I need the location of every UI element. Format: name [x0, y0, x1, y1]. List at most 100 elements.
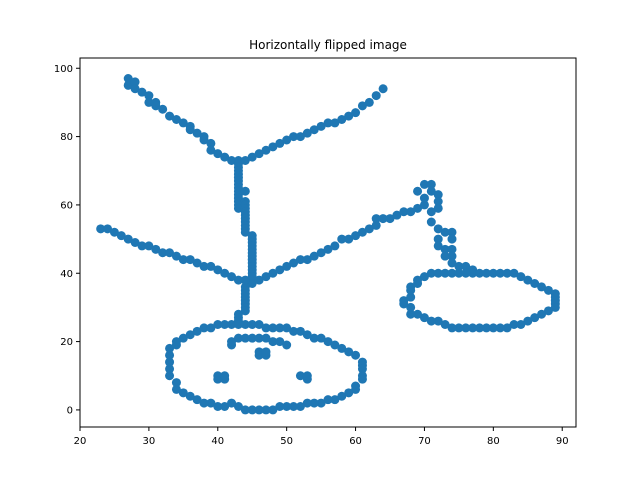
data-point	[309, 251, 319, 261]
data-point	[433, 268, 443, 278]
data-point	[406, 302, 416, 312]
data-point	[282, 135, 292, 145]
data-point	[399, 296, 409, 306]
data-point	[468, 323, 478, 333]
data-point	[419, 200, 429, 210]
x-tick-label: 60	[349, 436, 362, 447]
data-point	[261, 347, 271, 357]
data-point	[495, 268, 505, 278]
data-point	[220, 268, 230, 278]
data-point	[488, 268, 498, 278]
data-point	[330, 340, 340, 350]
plot-frame	[79, 57, 577, 428]
data-point	[268, 323, 278, 333]
data-point	[289, 258, 299, 268]
data-point	[206, 138, 216, 148]
data-point	[309, 125, 319, 135]
data-point	[323, 395, 333, 405]
data-point	[220, 371, 230, 381]
data-point	[523, 316, 533, 326]
data-point	[165, 371, 175, 381]
data-point	[440, 227, 450, 237]
data-point	[254, 149, 264, 159]
data-point	[206, 145, 216, 155]
data-point	[261, 405, 271, 415]
data-point	[103, 224, 113, 234]
data-point	[426, 186, 436, 196]
data-point	[378, 84, 388, 94]
data-point	[227, 156, 237, 165]
data-point	[254, 333, 264, 343]
data-point	[109, 227, 119, 237]
data-point	[447, 234, 457, 244]
data-point	[337, 391, 347, 401]
data-point	[316, 121, 326, 131]
data-point	[495, 323, 505, 333]
data-point	[206, 261, 216, 271]
data-point	[502, 268, 512, 278]
data-point	[440, 251, 450, 261]
data-point	[289, 326, 299, 336]
data-point	[413, 203, 423, 213]
data-point	[254, 350, 264, 360]
data-point	[247, 279, 257, 288]
data-point	[344, 111, 354, 121]
data-point	[192, 326, 202, 336]
data-point	[351, 384, 361, 394]
y-tick-label: 0	[67, 405, 73, 416]
data-point	[406, 292, 416, 302]
data-point	[357, 364, 367, 374]
data-point	[96, 224, 106, 234]
data-point	[282, 323, 292, 333]
data-point	[233, 275, 243, 285]
data-point	[454, 261, 464, 271]
data-point	[185, 255, 195, 265]
x-tick-label: 80	[487, 436, 500, 447]
data-point	[247, 333, 257, 343]
data-point	[220, 402, 230, 411]
data-point	[468, 268, 478, 278]
data-point	[254, 275, 264, 285]
data-point	[171, 115, 181, 124]
data-point	[302, 255, 312, 265]
x-tick-label: 30	[143, 436, 156, 447]
data-point	[530, 279, 540, 288]
data-point	[137, 241, 147, 251]
data-point	[295, 402, 305, 411]
data-point	[123, 80, 133, 90]
data-point	[433, 316, 443, 326]
data-point	[475, 268, 485, 278]
data-point	[261, 145, 271, 155]
data-point	[433, 234, 443, 244]
data-point	[165, 357, 175, 367]
data-point	[419, 179, 429, 189]
data-point	[413, 309, 423, 319]
data-point	[371, 220, 381, 230]
data-point	[185, 330, 195, 340]
data-point	[433, 203, 443, 213]
data-point	[171, 251, 181, 261]
data-point	[447, 244, 457, 254]
data-point	[137, 87, 147, 97]
data-point	[433, 197, 443, 206]
y-tick-label: 20	[60, 337, 73, 348]
data-point	[158, 104, 168, 114]
data-point	[344, 388, 354, 398]
data-point	[309, 398, 319, 408]
data-point	[206, 398, 216, 408]
data-point	[275, 265, 285, 275]
data-point	[268, 268, 278, 278]
data-point	[447, 227, 457, 237]
data-point	[240, 227, 250, 237]
data-point	[426, 217, 436, 227]
data-point	[165, 111, 175, 121]
data-point	[165, 364, 175, 374]
data-point	[433, 241, 443, 251]
data-point	[192, 128, 202, 138]
data-point	[413, 275, 423, 285]
data-point	[261, 272, 271, 282]
data-point	[213, 402, 223, 411]
data-point	[364, 224, 374, 234]
data-point	[337, 343, 347, 353]
data-point	[302, 398, 312, 408]
